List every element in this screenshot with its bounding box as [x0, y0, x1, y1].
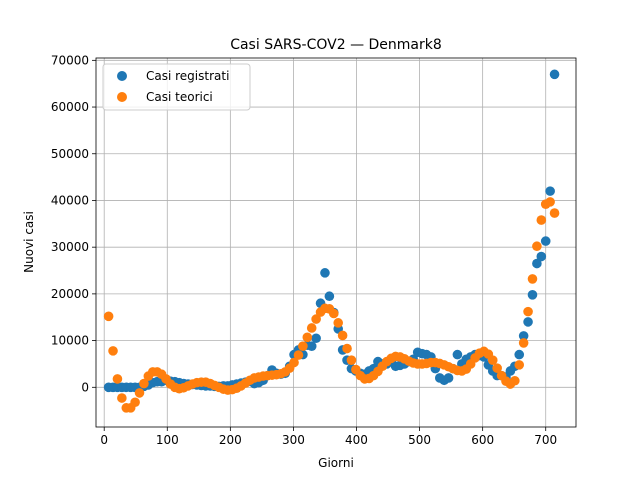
casi-registrati-point [514, 349, 525, 360]
casi-registrati-point [311, 333, 321, 344]
y-tick-label: 60000 [51, 100, 89, 114]
legend-marker-casi-registrati [117, 71, 127, 81]
x-tick-label: 100 [156, 433, 179, 447]
casi-registrati-point [527, 290, 538, 300]
x-tick-label: 600 [471, 433, 494, 447]
casi-teorici-point [342, 343, 352, 354]
casi-teorici-point [527, 274, 538, 284]
casi-teorici-point [536, 215, 547, 225]
casi-teorici-point [510, 375, 520, 386]
casi-teorici-point [346, 355, 357, 366]
casi-teorici-point [545, 197, 555, 207]
casi-teorici-point [103, 311, 114, 322]
casi-teorici-point [293, 350, 304, 360]
casi-registrati-point [540, 236, 551, 246]
casi-registrati-point [306, 341, 317, 351]
legend-marker-casi-teorici [117, 92, 127, 102]
casi-teorici-point [134, 388, 145, 398]
casi-teorici-point [302, 332, 313, 343]
casi-teorici-point [328, 308, 339, 319]
casi-teorici-point [523, 306, 533, 317]
legend-label-casi-teorici: Casi teorici [146, 90, 213, 104]
y-tick-label: 10000 [51, 334, 89, 348]
casi-registrati-point [536, 251, 547, 262]
casi-registrati-point [320, 268, 330, 278]
casi-registrati-point [324, 291, 335, 302]
legend-box [102, 63, 251, 111]
casi-teorici-point [311, 314, 321, 324]
y-axis: 0 10000 20000 30000 40000 50000 60000 70000 [51, 53, 96, 394]
casi-teorici-point [518, 338, 529, 348]
casi-registrati-point [443, 373, 454, 383]
legend: Casi registrati Casi teorici [102, 63, 251, 111]
casi-teorici-point [337, 330, 348, 341]
casi-teorici-point [112, 374, 123, 384]
x-tick-label: 300 [282, 433, 305, 447]
casi-teorici-point [532, 241, 542, 252]
chart-title: Casi SARS-COV2 — Denmark8 [230, 37, 442, 53]
casi-registrati-point [452, 349, 463, 360]
casi-teorici-point [306, 323, 317, 333]
x-tick-label: 200 [219, 433, 242, 447]
x-tick-label: 400 [345, 433, 368, 447]
casi-teorici-point [333, 318, 344, 328]
casi-registrati-point [545, 186, 555, 196]
casi-teorici-point [487, 355, 498, 366]
casi-teorici-point [298, 341, 308, 351]
casi-registrati-point [523, 317, 533, 327]
casi-registrati-point [532, 258, 542, 269]
data-points [103, 69, 560, 413]
casi-teorici-point [492, 363, 502, 373]
casi-teorici-point [108, 346, 118, 356]
x-axis-label: Giorni [318, 456, 354, 470]
casi-registrati-point [518, 331, 529, 341]
y-tick-label: 70000 [51, 53, 89, 67]
casi-teorici-point [514, 360, 525, 370]
plot-frame [95, 57, 577, 428]
y-tick-label: 30000 [51, 240, 89, 254]
casi-teorici-point [130, 397, 140, 408]
y-tick-label: 20000 [51, 287, 89, 301]
casi-registrati-point [549, 69, 560, 80]
x-tick-label: 700 [534, 433, 557, 447]
casi-teorici-point [117, 393, 127, 403]
y-tick-label: 0 [81, 380, 89, 394]
y-tick-label: 50000 [51, 147, 89, 161]
casi-teorici-point [289, 357, 299, 368]
x-tick-label: 500 [408, 433, 431, 447]
y-axis-label: Nuovi casi [22, 211, 36, 273]
casi-teorici-point [139, 378, 149, 389]
casi-teorici-point [549, 208, 560, 218]
x-tick-label: 0 [100, 433, 108, 447]
legend-label-casi-registrati: Casi registrati [146, 69, 229, 83]
x-axis: 0 100 200 300 400 500 600 700 [100, 427, 557, 447]
y-tick-label: 40000 [51, 193, 89, 207]
